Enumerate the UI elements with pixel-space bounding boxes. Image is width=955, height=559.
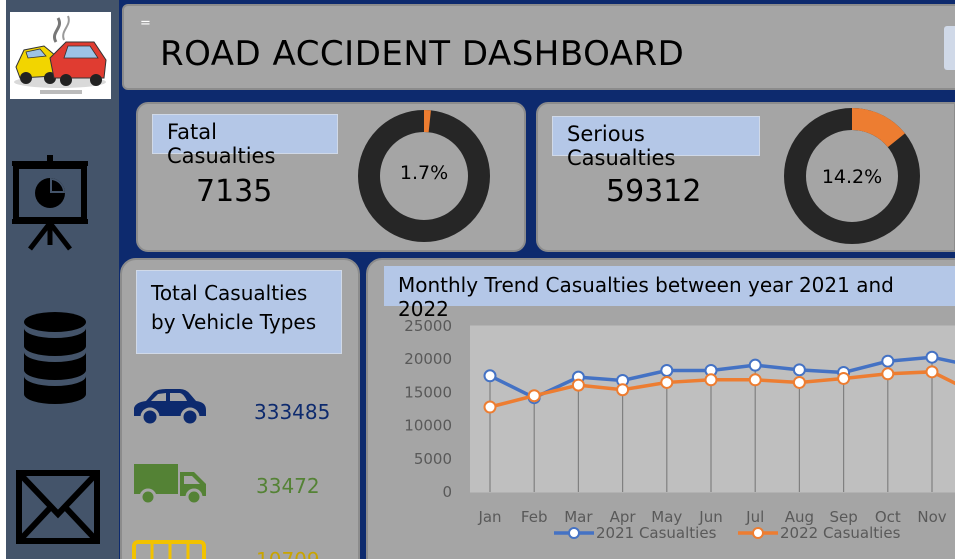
database-icon[interactable] <box>22 310 88 404</box>
trend-chart: 25000 20000 15000 10000 5000 0 Jan Feb Mar Apr May… <box>404 317 955 542</box>
x-tick-Mar: Mar <box>564 508 593 526</box>
truck-icon <box>134 464 206 506</box>
x-tick-Apr: Apr <box>610 508 637 526</box>
vehicle-types-panel: Total Casualties by Vehicle Types 333485… <box>120 258 360 559</box>
bus-icon <box>132 540 206 559</box>
fatal-kpi-card: Fatal Casualties 7135 1.7% <box>136 102 526 252</box>
y-tick-20000: 20000 <box>404 350 452 368</box>
x-tick-Aug: Aug <box>785 508 814 526</box>
sidebar <box>6 0 119 559</box>
sheet-gridline <box>0 0 6 559</box>
series-1-point-Jun <box>704 373 718 387</box>
legend-label-0: 2021 Casualties <box>596 524 717 542</box>
title-panel: = ROAD ACCIDENT DASHBOARD <box>122 4 955 90</box>
y-tick-25000: 25000 <box>404 317 452 335</box>
y-tick-0: 0 <box>442 483 452 501</box>
series-1-point-Nov <box>925 365 939 379</box>
series-1-point-Mar <box>571 378 585 392</box>
fatal-donut-percent: 1.7% <box>399 162 449 184</box>
series-0-point-Aug <box>792 363 806 377</box>
legend-marker-0 <box>568 527 580 539</box>
y-tick-10000: 10000 <box>404 417 452 435</box>
series-0-point-Nov <box>925 350 939 364</box>
serious-donut-percent: 14.2% <box>821 166 883 188</box>
y-tick-15000: 15000 <box>404 383 452 401</box>
serious-kpi-value: 59312 <box>606 174 702 209</box>
series-1-point-Feb <box>527 389 541 403</box>
serious-kpi-label: Serious Casualties <box>552 116 760 170</box>
series-1-point-Jul <box>748 373 762 387</box>
vehicle-types-title-line1: Total Casualties <box>151 281 308 305</box>
x-tick-Jun: Jun <box>698 508 722 526</box>
serious-donut-arc <box>784 108 920 244</box>
chart-title: Monthly Trend Casualties between year 20… <box>384 266 955 321</box>
series-line-0 <box>489 355 955 400</box>
truck-casualties-value: 33472 <box>256 474 320 498</box>
x-tick-May: May <box>651 508 682 526</box>
serious-kpi-card: Serious Casualties 59312 14.2% <box>536 102 955 252</box>
bus-casualties-value: 10709 <box>256 548 320 559</box>
plot-area <box>470 326 955 492</box>
menu-glyph[interactable]: = <box>140 16 151 31</box>
x-tick-Feb: Feb <box>521 508 548 526</box>
series-1-point-May <box>660 375 674 389</box>
page-title: ROAD ACCIDENT DASHBOARD <box>160 34 685 74</box>
serious-donut <box>784 108 920 244</box>
monthly-trend-panel: Monthly Trend Casualties between year 20… <box>366 258 955 559</box>
logo-image <box>10 12 111 99</box>
fatal-kpi-label: Fatal Casualties <box>152 114 338 168</box>
presentation-icon[interactable] <box>10 155 90 251</box>
series-0-point-Jul <box>748 358 762 372</box>
fatal-donut-arc <box>358 110 490 242</box>
legend-label-1: 2022 Casualties <box>780 524 901 542</box>
x-tick-Jan: Jan <box>477 508 501 526</box>
car-icon <box>134 389 206 426</box>
series-1-point-Oct <box>881 367 895 381</box>
series-0-point-Oct <box>881 354 895 368</box>
x-tick-Nov: Nov <box>917 508 946 526</box>
vehicle-types-title-line2: by Vehicle Types <box>151 310 317 334</box>
fatal-kpi-value: 7135 <box>196 174 273 209</box>
x-tick-Jul: Jul <box>745 508 764 526</box>
series-1-point-Sep <box>837 371 851 385</box>
series-1-point-Aug <box>792 375 806 389</box>
x-tick-Sep: Sep <box>829 508 857 526</box>
series-0-point-May <box>660 363 674 377</box>
x-tick-Oct: Oct <box>875 508 901 526</box>
series-1-point-Jan <box>483 400 497 414</box>
series-line-1 <box>489 370 955 409</box>
fatal-donut <box>358 110 490 242</box>
series-1-point-Apr <box>616 383 630 397</box>
y-tick-5000: 5000 <box>414 450 452 468</box>
car-casualties-value: 333485 <box>254 400 331 424</box>
series-0-point-Jan <box>483 369 497 383</box>
legend-marker-1 <box>752 527 764 539</box>
title-side-tab[interactable] <box>944 26 955 70</box>
mail-icon[interactable] <box>16 470 100 544</box>
vehicle-types-title: Total Casualties by Vehicle Types <box>136 270 342 354</box>
